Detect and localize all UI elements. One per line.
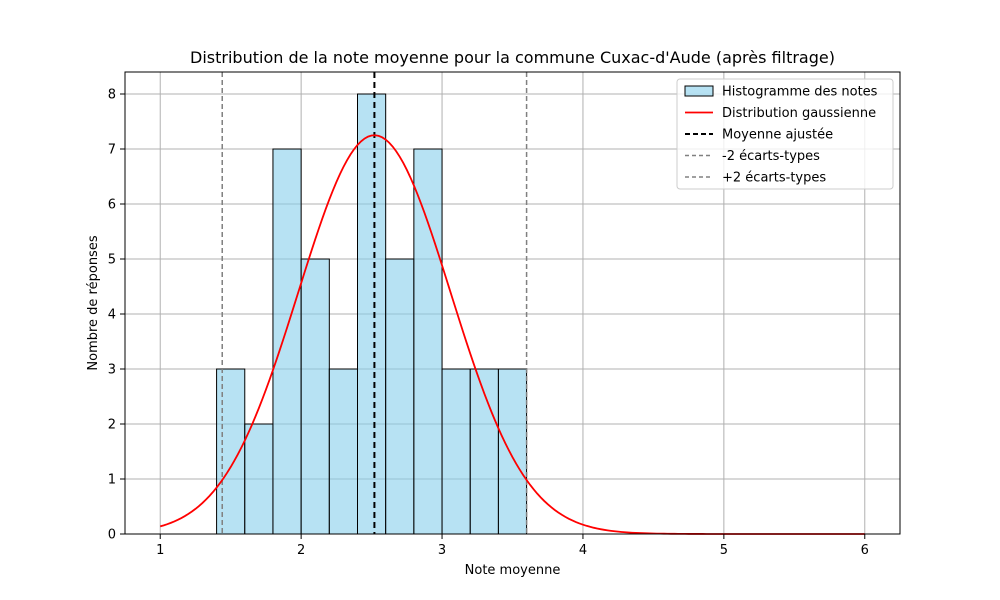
legend-label-minus-2sd: -2 écarts-types (722, 149, 820, 164)
y-tick-label: 3 (108, 363, 116, 378)
histogram-bars (216, 93, 528, 535)
x-tick-label: 5 (720, 543, 728, 558)
y-tick-label: 7 (108, 143, 116, 158)
histogram-bar (441, 368, 471, 535)
y-axis-ticks: 0 1 2 3 4 5 6 7 8 (108, 88, 125, 543)
histogram-bar (497, 368, 528, 535)
y-tick-label: 2 (108, 418, 116, 433)
histogram-bar (413, 148, 443, 535)
x-tick-label: 4 (579, 543, 587, 558)
histogram-bar (300, 258, 330, 535)
legend-label-mean: Moyenne ajustée (722, 128, 833, 143)
legend-label-plus-2sd: +2 écarts-types (722, 171, 826, 186)
x-axis-ticks: 1 2 3 4 5 6 (156, 534, 869, 558)
y-tick-label: 5 (108, 253, 116, 268)
chart-title: Distribution de la note moyenne pour la … (190, 48, 835, 67)
y-tick-label: 6 (108, 198, 116, 213)
x-tick-label: 1 (156, 543, 164, 558)
legend-label-gaussian: Distribution gaussienne (722, 106, 876, 121)
legend-label-histogram: Histogramme des notes (722, 85, 878, 100)
y-tick-label: 4 (108, 308, 116, 323)
y-tick-label: 1 (108, 473, 116, 488)
y-tick-label: 8 (108, 88, 116, 103)
x-tick-label: 6 (861, 543, 869, 558)
reference-lines (221, 72, 528, 534)
x-tick-label: 3 (438, 543, 446, 558)
histogram-bar (216, 368, 246, 535)
histogram-bar (385, 258, 415, 535)
histogram-bar (357, 93, 387, 535)
histogram-bar (244, 423, 274, 535)
x-axis-label: Note moyenne (465, 563, 561, 578)
legend-box (676, 78, 894, 190)
histogram-bar (328, 368, 358, 535)
x-tick-label: 2 (297, 543, 305, 558)
plot-frame (124, 71, 901, 535)
y-tick-label: 0 (108, 528, 116, 543)
y-axis-label: Nombre de réponses (86, 235, 101, 370)
histogram-bar (272, 148, 302, 535)
legend-swatch-histogram (684, 85, 714, 97)
legend: Histogramme des notes Distribution gauss… (676, 78, 894, 190)
